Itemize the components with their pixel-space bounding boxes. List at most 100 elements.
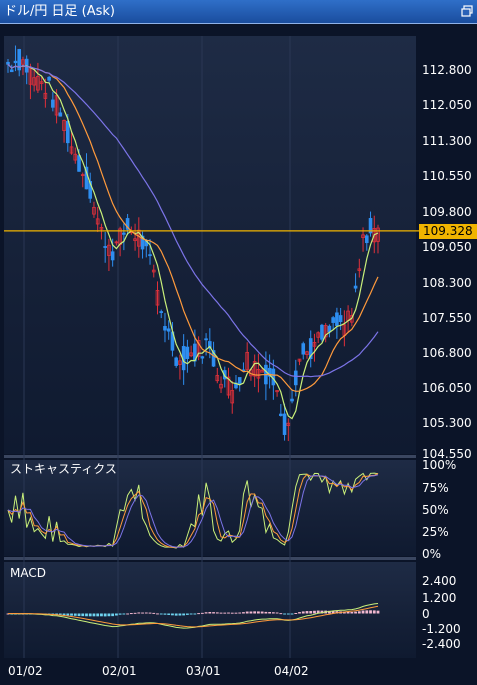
candle-body [125, 218, 130, 230]
candle-body [54, 95, 59, 116]
candle-body [103, 246, 107, 248]
macd-histogram-bar [185, 613, 189, 615]
macd-axis-tick: 0 [422, 607, 430, 621]
macd-histogram-bar [376, 610, 380, 614]
candle-body [9, 69, 14, 73]
macd-signal-line [8, 605, 379, 628]
candle-body [140, 235, 145, 250]
candle-body [290, 398, 294, 402]
macd-histogram-bar [227, 612, 230, 614]
candle-body [69, 146, 74, 154]
price-axis-tick: 110.550 [422, 169, 472, 183]
candle-body [245, 352, 249, 370]
candle-body [256, 368, 261, 379]
candle-body [372, 228, 377, 243]
macd-histogram-bar [103, 613, 107, 617]
stochastics-panel[interactable] [4, 460, 416, 556]
moving-average-mid-line [7, 63, 379, 392]
macd-histogram-bar [141, 612, 144, 614]
macd-title: MACD [10, 566, 46, 580]
macd-histogram-bar [335, 611, 339, 614]
candle-body [293, 370, 298, 386]
candle-body [260, 369, 264, 373]
macd-histogram-bar [223, 612, 227, 614]
macd-histogram-bar [114, 613, 118, 616]
stochastics-title: ストキャスティクス [10, 462, 117, 476]
panel-divider[interactable] [4, 557, 416, 560]
candle-body [77, 155, 81, 172]
macd-histogram-bar [361, 610, 365, 614]
macd-histogram-bar [316, 610, 320, 614]
macd-histogram-bar [152, 612, 156, 614]
price-chart-panel[interactable] [4, 36, 416, 454]
macd-histogram-bar [279, 613, 283, 615]
candle-body [368, 218, 373, 234]
x-axis-date: 01/02 [8, 664, 43, 678]
candle-body [226, 376, 231, 396]
macd-histogram-bar [346, 611, 350, 614]
macd-histogram-bar [204, 612, 208, 614]
macd-histogram-bar [249, 611, 253, 614]
macd-histogram-bar [189, 613, 193, 615]
candle-body [237, 377, 242, 385]
price-axis-tick: 107.550 [422, 311, 472, 325]
candle-body [95, 218, 100, 225]
candle-body [215, 375, 220, 382]
candle-body [58, 112, 63, 117]
macd-histogram-bar [268, 611, 272, 614]
macd-histogram-bar [70, 613, 73, 616]
candle-body [99, 227, 104, 230]
candle-body [282, 413, 287, 435]
candle-body [185, 346, 190, 359]
candle-body [47, 76, 51, 81]
candle-body [88, 181, 93, 199]
price-axis-tick: 106.800 [422, 346, 472, 360]
candle-body [279, 413, 283, 416]
candle-body [252, 361, 257, 377]
macd-histogram-bar [193, 613, 197, 615]
candle-body [297, 358, 302, 362]
candle-body [338, 315, 343, 323]
moving-average-short-line [7, 63, 379, 420]
macd-histogram-bar [257, 611, 260, 614]
macd-histogram-bar [200, 612, 204, 614]
candle-body [133, 238, 137, 242]
stochastics-axis-tick: 0% [422, 547, 442, 561]
x-axis-date: 03/01 [186, 664, 221, 678]
macd-histogram-bar [215, 612, 219, 614]
candle-body [222, 370, 227, 380]
macd-line [7, 603, 379, 629]
macd-axis-tick: 1.200 [422, 591, 457, 605]
candle-body [357, 268, 362, 271]
macd-histogram-bar [331, 610, 335, 614]
title-bar: ドル/円 日足 (Ask) [0, 0, 477, 24]
restore-window-icon[interactable] [461, 5, 473, 17]
macd-histogram-bar [320, 610, 324, 614]
macd-histogram-bar [354, 611, 357, 614]
macd-histogram-bar [133, 612, 137, 614]
panel-divider[interactable] [4, 455, 416, 458]
x-axis-date: 04/02 [274, 664, 309, 678]
candle-body [204, 338, 208, 341]
candle-body [320, 324, 324, 340]
macd-histogram-bar [92, 613, 96, 617]
macd-histogram-bar [369, 610, 372, 614]
candle-body [62, 120, 66, 131]
price-axis-tick: 109.800 [422, 205, 472, 219]
candle-body [148, 254, 152, 257]
macd-histogram-bar [328, 610, 331, 614]
candle-body [151, 269, 156, 273]
macd-histogram-bar [137, 612, 141, 614]
macd-histogram-bar [66, 613, 70, 616]
x-axis-date: 02/01 [102, 664, 137, 678]
macd-histogram-bar [100, 613, 103, 617]
candle-body [107, 244, 111, 256]
macd-histogram-bar [88, 613, 92, 617]
macd-histogram-bar [260, 611, 264, 614]
candle-body [196, 339, 201, 357]
stochastics-axis-tick: 100% [422, 458, 457, 472]
moving-average-long-line [7, 63, 379, 378]
macd-histogram-bar [357, 611, 361, 614]
